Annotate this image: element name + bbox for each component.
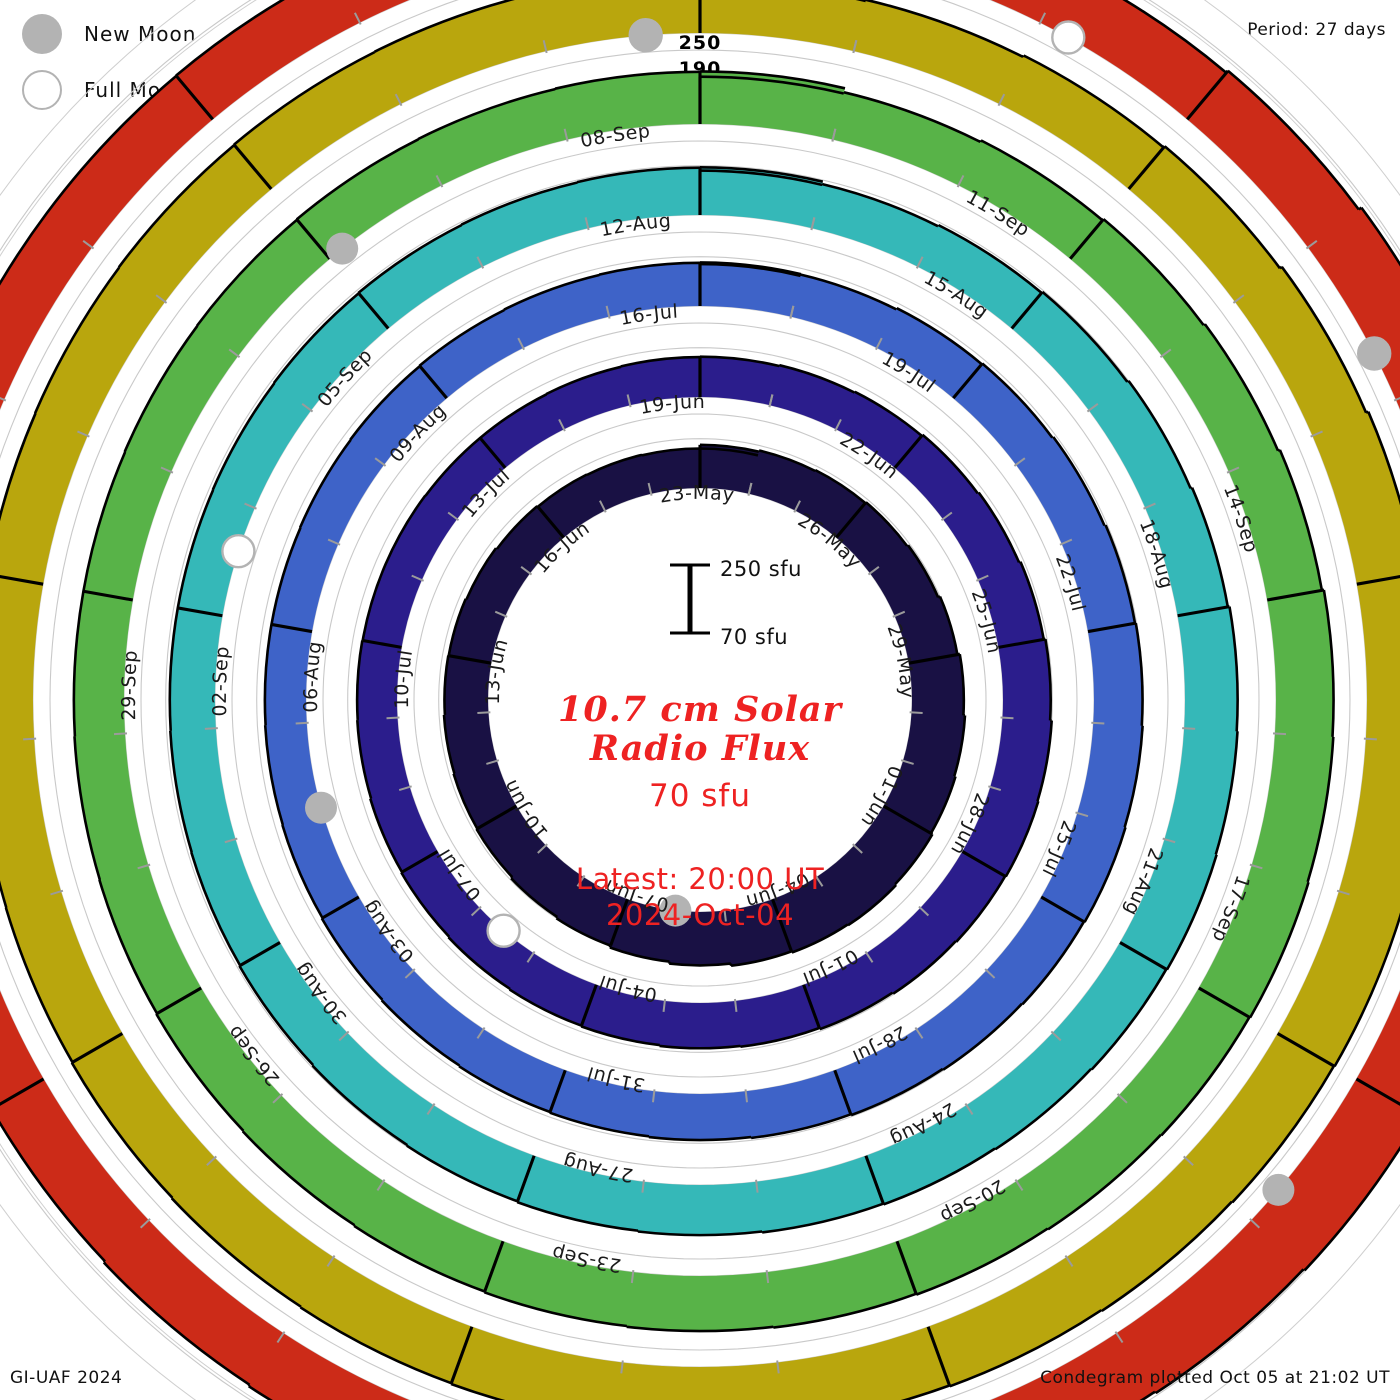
new-moon-icon — [305, 791, 337, 824]
new-moon-icon — [659, 894, 692, 927]
full-moon-icon — [486, 913, 521, 948]
svg-text:02-Sep: 02-Sep — [209, 645, 234, 717]
center-scale-bar: 250 sfu 70 sfu — [620, 555, 920, 649]
new-moon-icon — [1358, 337, 1391, 370]
new-moon-icon — [22, 14, 62, 54]
full-moon-icon — [22, 70, 62, 110]
svg-text:06-Aug: 06-Aug — [300, 640, 326, 713]
footer-right: Condegram plotted Oct 05 at 21:02 UT — [1040, 1368, 1390, 1388]
full-moon-icon — [1051, 20, 1086, 55]
new-moon-icon — [1262, 1173, 1295, 1206]
legend-item-new-moon: New Moon — [22, 6, 342, 62]
scale-bar-bottom-label: 70 sfu — [720, 625, 789, 649]
footer-left: GI-UAF 2024 — [10, 1368, 123, 1388]
chart-title-line1: 10.7 cm Solar — [558, 689, 842, 730]
legend-label-new-moon: New Moon — [84, 22, 197, 46]
new-moon-icon — [629, 19, 662, 52]
full-moon-icon — [221, 534, 256, 569]
new-moon-icon — [326, 232, 359, 265]
latest-date: 2024-Oct-04 — [605, 897, 795, 932]
latest-time: Latest: 20:00 UT — [575, 862, 825, 897]
chart-title-line2: Radio Flux — [589, 728, 811, 770]
svg-text:10-Jul: 10-Jul — [391, 648, 417, 709]
moon-markers — [221, 18, 1392, 1206]
center-text-block: 10.7 cm Solar Radio Flux 70 sfu Latest: … — [450, 690, 950, 933]
svg-text:23-May: 23-May — [658, 482, 736, 508]
current-value: 70 sfu — [648, 778, 751, 815]
svg-text:29-Sep: 29-Sep — [118, 649, 142, 721]
period-label: Period: 27 days — [1247, 20, 1386, 40]
scale-bar-top-label: 250 sfu — [720, 557, 802, 581]
scale-tick-250: 250 — [678, 32, 722, 54]
